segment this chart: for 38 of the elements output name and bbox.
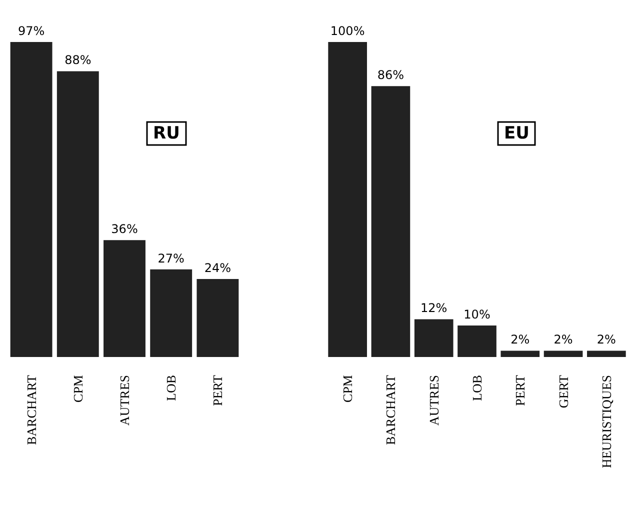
- text: EU: [504, 124, 530, 144]
- x-tick-label: AUTRES: [117, 375, 132, 426]
- x-tick-label: BARCHART: [24, 374, 39, 446]
- data-label: 100%: [330, 24, 365, 38]
- data-label: 12%: [420, 301, 448, 316]
- bar: [544, 350, 583, 357]
- bar: [500, 350, 540, 357]
- x-tick-label: AUTRES: [426, 375, 442, 426]
- x-tick-label: CPM: [70, 374, 86, 402]
- bar: [10, 42, 52, 357]
- data-label: 86%: [377, 68, 404, 82]
- x-tick-label: BARCHART: [383, 374, 398, 446]
- data-label: 2%: [554, 332, 573, 347]
- data-label: 36%: [111, 222, 138, 236]
- x-tick-label: CPM: [340, 374, 356, 402]
- x-tick-label: LOB: [164, 374, 179, 401]
- bar: [56, 71, 99, 357]
- data-label: 97%: [18, 24, 45, 38]
- x-tick-label: GERT: [556, 374, 571, 408]
- data-label: 24%: [204, 261, 232, 276]
- bar: [196, 279, 239, 357]
- bar: [458, 326, 496, 357]
- x-tick-label: HEURISTIQUES: [598, 375, 614, 468]
- data-label: 27%: [158, 251, 184, 266]
- x-tick-label: PERT: [210, 374, 226, 406]
- x-tick-label: LOB: [470, 374, 484, 401]
- bar: [104, 240, 146, 357]
- data-label: 2%: [510, 332, 530, 347]
- x-tick-label: PERT: [512, 374, 528, 406]
- bar: [587, 350, 626, 357]
- data-label: 88%: [64, 53, 92, 68]
- bar: [150, 269, 192, 357]
- bar: [371, 86, 410, 357]
- data-label: 2%: [596, 332, 616, 347]
- bar: [328, 42, 367, 357]
- data-label: 10%: [464, 308, 490, 322]
- bar: [414, 319, 454, 357]
- text: RU: [153, 124, 180, 144]
